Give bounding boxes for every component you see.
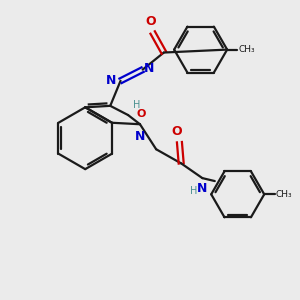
Text: N: N [135, 130, 146, 142]
Text: CH₃: CH₃ [238, 45, 255, 54]
Text: O: O [172, 125, 182, 138]
Text: N: N [197, 182, 208, 195]
Text: H: H [134, 100, 141, 110]
Text: CH₃: CH₃ [275, 190, 292, 199]
Text: H: H [190, 186, 198, 197]
Text: O: O [146, 15, 157, 28]
Text: O: O [137, 109, 146, 118]
Text: N: N [144, 61, 154, 75]
Text: N: N [106, 74, 116, 87]
